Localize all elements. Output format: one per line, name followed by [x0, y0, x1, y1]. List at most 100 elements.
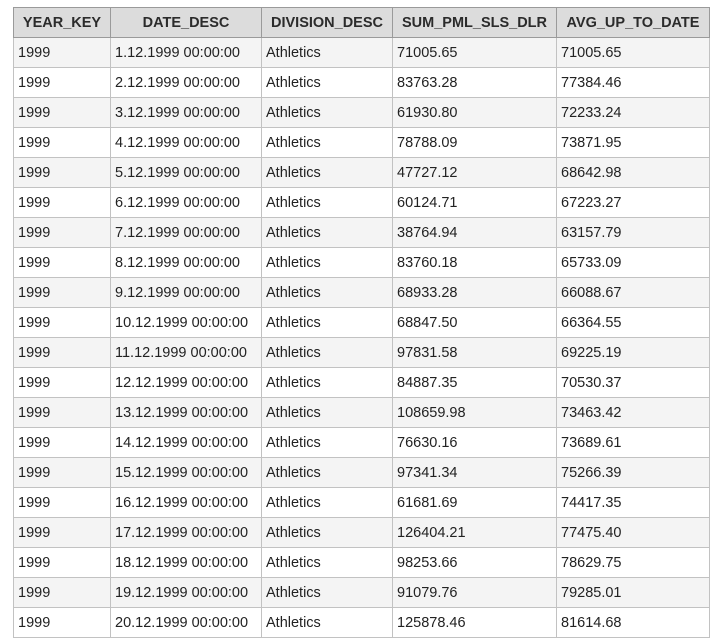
cell-division-desc: Athletics	[261, 37, 393, 68]
cell-sum-pml-sls-dlr: 97831.58	[392, 337, 557, 368]
cell-year-key: 1999	[13, 337, 111, 368]
cell-division-desc: Athletics	[261, 547, 393, 578]
cell-year-key: 1999	[13, 457, 111, 488]
table-row[interactable]: 1999 14.12.1999 00:00:00 Athletics 76630.16…	[13, 427, 710, 458]
cell-avg-up-to-date: 71005.65	[556, 37, 710, 68]
cell-year-key: 1999	[13, 517, 111, 548]
table-row[interactable]: 1999 15.12.1999 00:00:00 Athletics 97341.34…	[13, 457, 710, 488]
table-row[interactable]: 1999 5.12.1999 00:00:00 Athletics 47727.12 6…	[13, 157, 710, 188]
cell-year-key: 1999	[13, 37, 111, 68]
column-header-division-desc[interactable]: DIVISION_DESC	[261, 7, 393, 38]
table-row[interactable]: 1999 20.12.1999 00:00:00 Athletics 125878.4…	[13, 607, 710, 638]
table-row[interactable]: 1999 13.12.1999 00:00:00 Athletics 108659.9…	[13, 397, 710, 428]
cell-avg-up-to-date: 66088.67	[556, 277, 710, 308]
cell-division-desc: Athletics	[261, 247, 393, 278]
table-row[interactable]: 1999 4.12.1999 00:00:00 Athletics 78788.09 7…	[13, 127, 710, 158]
cell-division-desc: Athletics	[261, 277, 393, 308]
cell-division-desc: Athletics	[261, 397, 393, 428]
cell-sum-pml-sls-dlr: 91079.76	[392, 577, 557, 608]
table-row[interactable]: 1999 19.12.1999 00:00:00 Athletics 91079.76…	[13, 577, 710, 608]
cell-division-desc: Athletics	[261, 337, 393, 368]
cell-sum-pml-sls-dlr: 60124.71	[392, 187, 557, 218]
column-header-avg-up-to-date[interactable]: AVG_UP_TO_DATE	[556, 7, 710, 38]
cell-avg-up-to-date: 78629.75	[556, 547, 710, 578]
cell-sum-pml-sls-dlr: 76630.16	[392, 427, 557, 458]
cell-division-desc: Athletics	[261, 157, 393, 188]
cell-year-key: 1999	[13, 397, 111, 428]
cell-avg-up-to-date: 73871.95	[556, 127, 710, 158]
cell-avg-up-to-date: 72233.24	[556, 97, 710, 128]
cell-division-desc: Athletics	[261, 187, 393, 218]
table-row[interactable]: 1999 8.12.1999 00:00:00 Athletics 83760.18 6…	[13, 247, 710, 278]
cell-date-desc: 19.12.1999 00:00:00	[110, 577, 262, 608]
cell-date-desc: 11.12.1999 00:00:00	[110, 337, 262, 368]
cell-sum-pml-sls-dlr: 68847.50	[392, 307, 557, 338]
cell-sum-pml-sls-dlr: 83763.28	[392, 67, 557, 98]
cell-division-desc: Athletics	[261, 607, 393, 638]
cell-year-key: 1999	[13, 577, 111, 608]
cell-year-key: 1999	[13, 547, 111, 578]
cell-sum-pml-sls-dlr: 108659.98	[392, 397, 557, 428]
cell-sum-pml-sls-dlr: 71005.65	[392, 37, 557, 68]
cell-sum-pml-sls-dlr: 47727.12	[392, 157, 557, 188]
table-row[interactable]: 1999 3.12.1999 00:00:00 Athletics 61930.80 7…	[13, 97, 710, 128]
cell-date-desc: 18.12.1999 00:00:00	[110, 547, 262, 578]
cell-year-key: 1999	[13, 367, 111, 398]
cell-year-key: 1999	[13, 157, 111, 188]
cell-sum-pml-sls-dlr: 126404.21	[392, 517, 557, 548]
cell-avg-up-to-date: 67223.27	[556, 187, 710, 218]
table-row[interactable]: 1999 7.12.1999 00:00:00 Athletics 38764.94 6…	[13, 217, 710, 248]
cell-date-desc: 14.12.1999 00:00:00	[110, 427, 262, 458]
cell-sum-pml-sls-dlr: 38764.94	[392, 217, 557, 248]
column-header-year-key[interactable]: YEAR_KEY	[13, 7, 111, 38]
cell-date-desc: 4.12.1999 00:00:00	[110, 127, 262, 158]
cell-date-desc: 10.12.1999 00:00:00	[110, 307, 262, 338]
cell-year-key: 1999	[13, 247, 111, 278]
cell-division-desc: Athletics	[261, 217, 393, 248]
cell-avg-up-to-date: 77384.46	[556, 67, 710, 98]
cell-division-desc: Athletics	[261, 517, 393, 548]
table-row[interactable]: 1999 2.12.1999 00:00:00 Athletics 83763.28 7…	[13, 67, 710, 98]
cell-year-key: 1999	[13, 487, 111, 518]
cell-avg-up-to-date: 79285.01	[556, 577, 710, 608]
table-header: YEAR_KEY DATE_DESC DIVISION_DESC SUM_PML…	[13, 7, 710, 38]
table-row[interactable]: 1999 10.12.1999 00:00:00 Athletics 68847.50…	[13, 307, 710, 338]
cell-division-desc: Athletics	[261, 427, 393, 458]
cell-sum-pml-sls-dlr: 97341.34	[392, 457, 557, 488]
column-header-sum-pml-sls-dlr[interactable]: SUM_PML_SLS_DLR	[392, 7, 557, 38]
cell-division-desc: Athletics	[261, 367, 393, 398]
cell-sum-pml-sls-dlr: 84887.35	[392, 367, 557, 398]
cell-date-desc: 16.12.1999 00:00:00	[110, 487, 262, 518]
cell-avg-up-to-date: 73463.42	[556, 397, 710, 428]
table-row[interactable]: 1999 11.12.1999 00:00:00 Athletics 97831.58…	[13, 337, 710, 368]
cell-date-desc: 1.12.1999 00:00:00	[110, 37, 262, 68]
cell-sum-pml-sls-dlr: 98253.66	[392, 547, 557, 578]
cell-division-desc: Athletics	[261, 307, 393, 338]
table-row[interactable]: 1999 16.12.1999 00:00:00 Athletics 61681.69…	[13, 487, 710, 518]
cell-date-desc: 6.12.1999 00:00:00	[110, 187, 262, 218]
cell-sum-pml-sls-dlr: 61930.80	[392, 97, 557, 128]
cell-year-key: 1999	[13, 427, 111, 458]
cell-avg-up-to-date: 65733.09	[556, 247, 710, 278]
cell-avg-up-to-date: 63157.79	[556, 217, 710, 248]
cell-date-desc: 9.12.1999 00:00:00	[110, 277, 262, 308]
cell-sum-pml-sls-dlr: 68933.28	[392, 277, 557, 308]
table-row[interactable]: 1999 17.12.1999 00:00:00 Athletics 126404.2…	[13, 517, 710, 548]
cell-sum-pml-sls-dlr: 78788.09	[392, 127, 557, 158]
table-row[interactable]: 1999 9.12.1999 00:00:00 Athletics 68933.28 6…	[13, 277, 710, 308]
cell-division-desc: Athletics	[261, 97, 393, 128]
table-body: 1999 1.12.1999 00:00:00 Athletics 71005.65 7…	[13, 37, 710, 638]
cell-avg-up-to-date: 74417.35	[556, 487, 710, 518]
cell-avg-up-to-date: 75266.39	[556, 457, 710, 488]
table-row[interactable]: 1999 18.12.1999 00:00:00 Athletics 98253.66…	[13, 547, 710, 578]
header-row: YEAR_KEY DATE_DESC DIVISION_DESC SUM_PML…	[13, 7, 710, 38]
cell-sum-pml-sls-dlr: 125878.46	[392, 607, 557, 638]
table-row[interactable]: 1999 1.12.1999 00:00:00 Athletics 71005.65 7…	[13, 37, 710, 68]
cell-date-desc: 7.12.1999 00:00:00	[110, 217, 262, 248]
column-header-date-desc[interactable]: DATE_DESC	[110, 7, 262, 38]
cell-date-desc: 2.12.1999 00:00:00	[110, 67, 262, 98]
table-row[interactable]: 1999 12.12.1999 00:00:00 Athletics 84887.35…	[13, 367, 710, 398]
cell-division-desc: Athletics	[261, 577, 393, 608]
cell-date-desc: 17.12.1999 00:00:00	[110, 517, 262, 548]
table-row[interactable]: 1999 6.12.1999 00:00:00 Athletics 60124.71 6…	[13, 187, 710, 218]
